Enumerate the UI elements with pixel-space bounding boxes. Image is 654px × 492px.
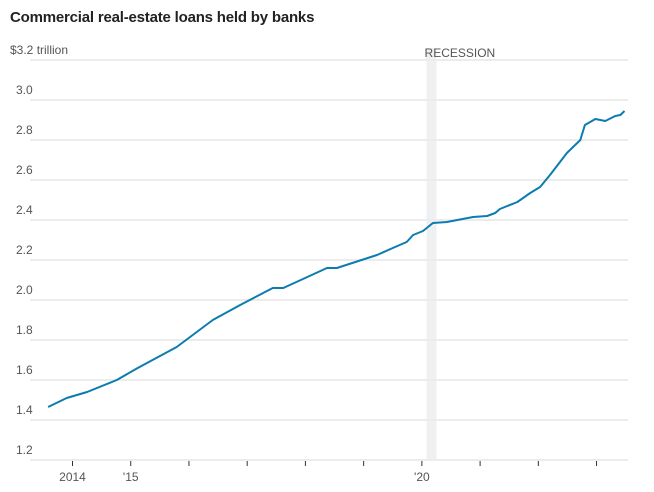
recession-label: RECESSION [425, 46, 496, 60]
y-tick-label: $3.2 trillion [10, 43, 68, 57]
y-tick-label: 1.4 [16, 403, 33, 417]
y-tick-label: 2.0 [16, 283, 33, 297]
recession-band [426, 48, 437, 460]
chart-title: Commercial real-estate loans held by ban… [10, 9, 315, 26]
x-tick-label: 2014 [59, 470, 86, 484]
x-tick-label: '15 [123, 470, 139, 484]
y-tick-label: 2.4 [16, 203, 33, 217]
x-tick-label: '20 [414, 470, 430, 484]
y-tick-label: 2.8 [16, 123, 33, 137]
series-line [47, 110, 626, 408]
y-tick-label: 3.0 [16, 83, 33, 97]
y-tick-label: 1.2 [16, 443, 33, 457]
y-tick-label: 2.2 [16, 243, 33, 257]
y-tick-label: 2.6 [16, 163, 33, 177]
y-tick-label: 1.6 [16, 363, 33, 377]
y-tick-label: 1.8 [16, 323, 33, 337]
